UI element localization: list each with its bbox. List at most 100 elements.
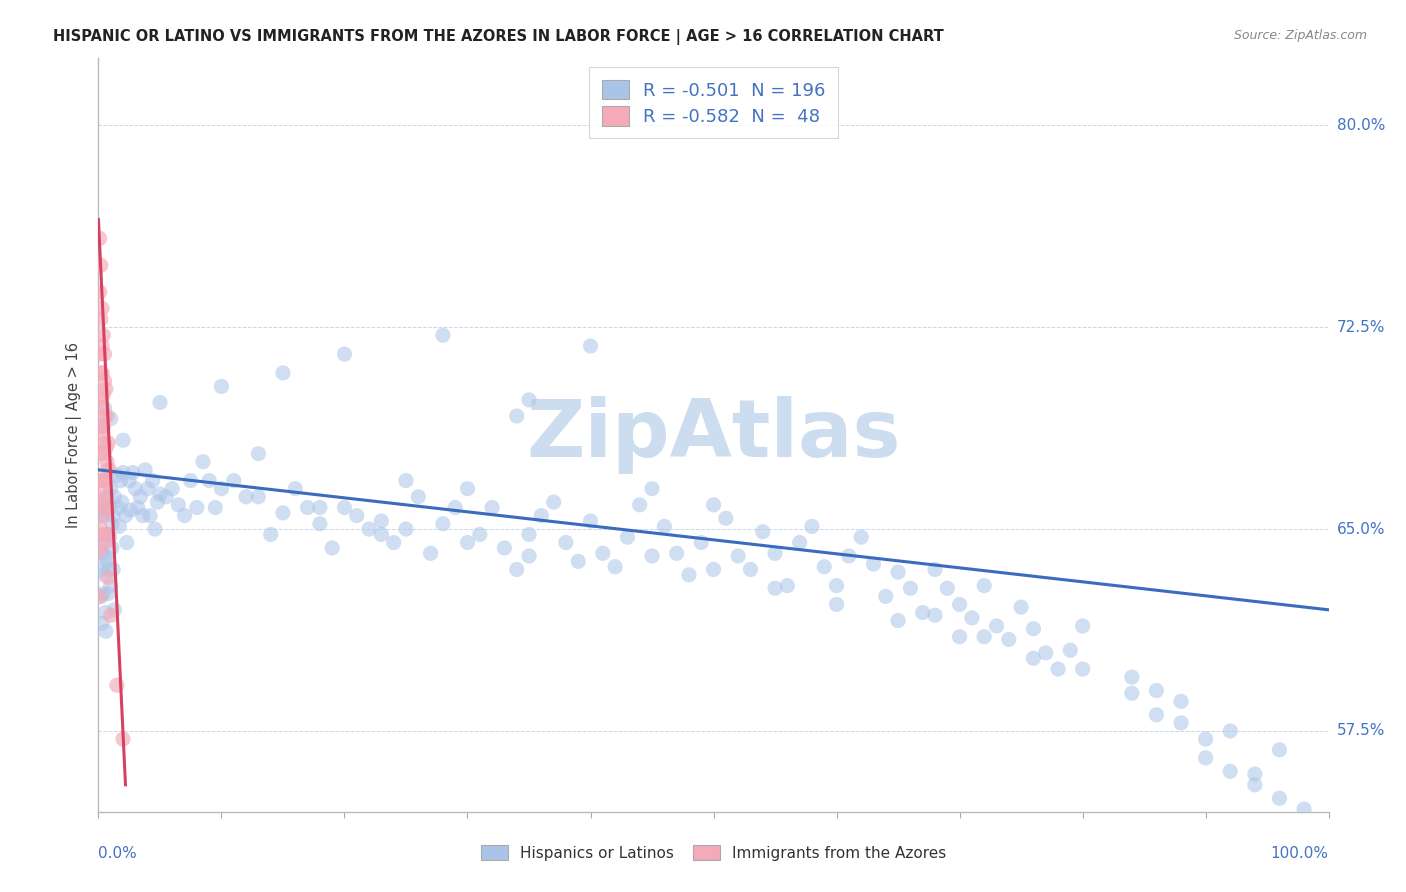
Point xyxy=(103,490,125,504)
Point xyxy=(91,301,114,316)
Point xyxy=(801,519,824,533)
Point xyxy=(124,482,146,496)
Point xyxy=(690,535,713,549)
Point xyxy=(132,508,155,523)
Point xyxy=(1195,732,1218,747)
Point xyxy=(973,630,995,644)
Point xyxy=(103,508,125,523)
Point xyxy=(100,578,122,592)
Point xyxy=(136,482,159,496)
Point xyxy=(101,516,124,531)
Point xyxy=(91,401,114,415)
Point xyxy=(94,624,117,639)
Point xyxy=(97,570,120,584)
Point xyxy=(579,514,602,528)
Point xyxy=(96,490,118,504)
Point xyxy=(93,527,115,541)
Point xyxy=(149,487,172,501)
Point xyxy=(91,482,114,496)
Point xyxy=(370,514,392,528)
Point xyxy=(370,527,392,541)
Point xyxy=(103,603,125,617)
Point xyxy=(112,466,135,480)
Point xyxy=(727,549,749,563)
Point xyxy=(90,258,112,272)
Point xyxy=(432,328,454,343)
Text: HISPANIC OR LATINO VS IMMIGRANTS FROM THE AZORES IN LABOR FORCE | AGE > 16 CORRE: HISPANIC OR LATINO VS IMMIGRANTS FROM TH… xyxy=(53,29,945,45)
Point xyxy=(1244,778,1267,792)
Point xyxy=(98,463,121,477)
Point xyxy=(93,474,115,488)
Point xyxy=(91,419,114,434)
Point xyxy=(93,495,115,509)
Point xyxy=(271,506,294,520)
Point xyxy=(1144,707,1167,722)
Point xyxy=(89,590,111,604)
Text: Source: ZipAtlas.com: Source: ZipAtlas.com xyxy=(1233,29,1367,42)
Point xyxy=(703,498,725,512)
Point xyxy=(641,482,664,496)
Point xyxy=(97,587,120,601)
Point xyxy=(887,614,910,628)
Point xyxy=(112,732,135,747)
Point xyxy=(198,474,221,488)
Point xyxy=(93,401,115,415)
Point xyxy=(419,546,441,560)
Point xyxy=(93,328,115,343)
Point xyxy=(93,436,115,450)
Point xyxy=(91,427,114,442)
Point xyxy=(97,527,120,541)
Point xyxy=(481,500,503,515)
Point xyxy=(641,549,664,563)
Point xyxy=(740,562,762,576)
Point xyxy=(838,549,860,563)
Point xyxy=(1244,767,1267,781)
Point xyxy=(1071,619,1094,633)
Point xyxy=(105,468,128,483)
Point xyxy=(90,419,112,434)
Point xyxy=(94,382,117,396)
Point xyxy=(89,447,111,461)
Point xyxy=(96,455,118,469)
Point xyxy=(89,474,111,488)
Point xyxy=(222,474,245,488)
Point xyxy=(114,508,136,523)
Point xyxy=(973,578,995,592)
Point xyxy=(98,530,121,544)
Point xyxy=(346,508,368,523)
Point xyxy=(149,395,172,409)
Point xyxy=(93,374,115,388)
Text: 0.0%: 0.0% xyxy=(98,846,138,861)
Point xyxy=(333,500,356,515)
Point xyxy=(517,527,540,541)
Point xyxy=(517,549,540,563)
Point xyxy=(186,500,208,515)
Point xyxy=(93,508,115,523)
Point xyxy=(89,543,111,558)
Point xyxy=(1022,651,1045,665)
Point xyxy=(960,611,983,625)
Point xyxy=(146,495,169,509)
Point xyxy=(247,490,270,504)
Point xyxy=(998,632,1021,647)
Point xyxy=(96,409,118,423)
Point xyxy=(678,567,700,582)
Point xyxy=(1035,646,1057,660)
Point xyxy=(284,482,307,496)
Point xyxy=(924,608,946,623)
Point xyxy=(506,562,529,576)
Point xyxy=(204,500,226,515)
Point xyxy=(1219,764,1241,779)
Point xyxy=(652,519,676,533)
Point xyxy=(432,516,454,531)
Point xyxy=(763,546,786,560)
Point xyxy=(1195,751,1218,765)
Point xyxy=(924,562,946,576)
Point xyxy=(93,447,115,461)
Point xyxy=(115,535,138,549)
Point xyxy=(91,546,114,560)
Point xyxy=(986,619,1008,633)
Point xyxy=(173,508,195,523)
Point xyxy=(89,347,111,361)
Point xyxy=(90,366,112,380)
